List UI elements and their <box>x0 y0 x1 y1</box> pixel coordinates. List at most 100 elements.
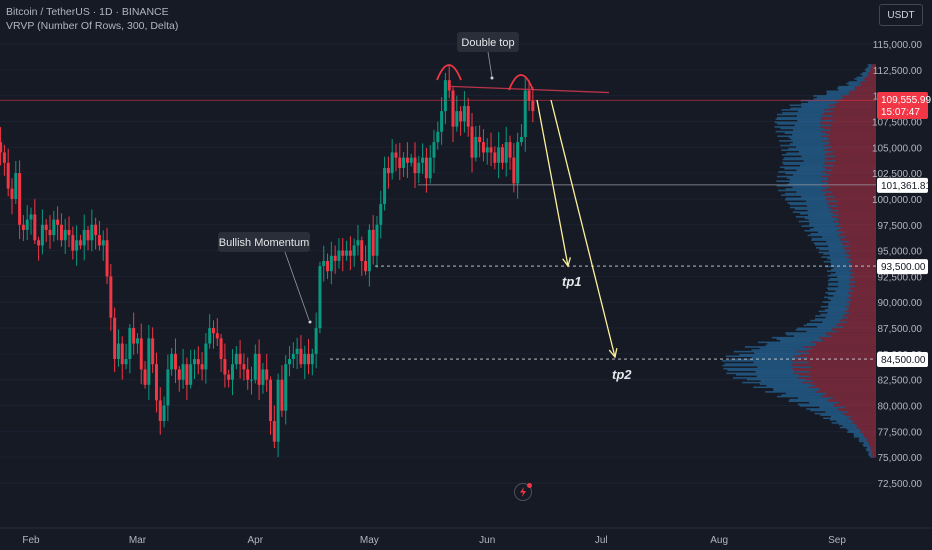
volume-profile-bar <box>809 352 876 354</box>
volume-profile-bar <box>833 397 876 399</box>
candle-body <box>459 111 463 122</box>
time-axis[interactable]: Feb Mar Apr May Jun Jul Aug Sep <box>0 527 932 546</box>
support-price-tag[interactable]: 101,361.81 <box>877 177 931 193</box>
price-tick-label: 80,000.00 <box>878 402 923 413</box>
volume-profile-bar <box>849 293 876 296</box>
volume-profile-bar <box>862 75 869 77</box>
bullish-momentum-label[interactable]: Bullish Momentum <box>218 232 310 252</box>
top-arc-left[interactable] <box>436 64 462 81</box>
volume-profile-bar <box>785 332 827 334</box>
volume-profile-bar <box>853 432 864 435</box>
volume-profile-bar <box>827 279 850 282</box>
volume-profile-bar <box>781 149 824 151</box>
volume-profile-bar <box>824 161 876 164</box>
drawings-layer[interactable]: Double top Bullish Momentum tp1 tp2 <box>0 32 876 382</box>
current-price-tag-text: 109,555.99 <box>881 95 931 106</box>
volume-profile-bar <box>793 174 831 176</box>
volume-profile-bar <box>735 374 799 376</box>
volume-profile-bar <box>826 197 876 200</box>
top-arc-right[interactable] <box>508 74 534 91</box>
tp1-price-tag[interactable]: 93,500.00 <box>877 259 928 275</box>
time-tick-label: May <box>360 535 379 546</box>
volume-profile-bar <box>791 138 830 141</box>
volume-profile-bar <box>863 436 876 438</box>
volume-profile-bar <box>852 295 876 297</box>
volume-profile-bar <box>863 432 876 435</box>
volume-profile-bar <box>858 439 867 441</box>
candle-body <box>113 317 117 360</box>
volume-profile-bar <box>733 350 798 353</box>
volume-profile-bar <box>843 96 876 99</box>
tp1-arrow[interactable] <box>536 99 569 267</box>
tp1-label[interactable]: tp1 <box>562 274 582 289</box>
volume-profile-bar <box>782 158 825 161</box>
volume-profile-bar <box>865 79 876 82</box>
volume-profile-bar <box>785 188 827 190</box>
volume-profile-bar <box>776 180 822 182</box>
volume-profile-bar <box>860 429 876 432</box>
volume-profile-bar <box>778 171 823 173</box>
volume-profile-bar <box>832 115 876 117</box>
volume-profile-bar <box>820 130 876 133</box>
candle-body <box>21 224 25 230</box>
volume-profile-bar <box>824 112 876 114</box>
candle-body <box>261 369 265 385</box>
price-axis[interactable]: 115,000.00112,500.00110,000.00107,500.00… <box>872 40 932 490</box>
volume-profile-bar <box>830 415 852 418</box>
volume-profile-bar <box>806 408 838 410</box>
double-top-label[interactable]: Double top <box>457 32 519 52</box>
volume-profile-bar <box>848 429 861 432</box>
volume-profile-bar <box>841 226 876 229</box>
candle-body <box>413 157 417 174</box>
volume-profile-bar <box>756 375 811 378</box>
volume-profile-bar <box>825 198 876 201</box>
volume-profile-bar <box>850 250 876 252</box>
trendline[interactable] <box>449 85 610 94</box>
volume-profile-bar <box>844 248 876 251</box>
volume-profile-bar <box>827 312 850 314</box>
volume-profile-bar <box>854 420 876 423</box>
volume-profile-bar <box>807 101 839 103</box>
volume-profile-bar <box>791 364 876 367</box>
volume-profile-bar <box>841 95 876 97</box>
symbol-title[interactable]: Bitcoin / TetherUS · 1D · BINANCE <box>6 6 169 18</box>
volume-profile-bar <box>759 347 812 350</box>
volume-profile-bar <box>813 98 842 100</box>
currency-button[interactable]: USDT <box>879 4 923 26</box>
volume-profile-bar <box>843 326 876 328</box>
volume-profile-bar <box>849 274 876 277</box>
volume-profile-bar <box>826 287 849 289</box>
volume-profile-bar <box>848 291 876 294</box>
volume-profile-bar <box>813 95 842 97</box>
tp2-price-tag[interactable]: 84,500.00 <box>877 352 928 368</box>
candle-body <box>516 142 520 184</box>
volume-profile-bar <box>820 126 876 128</box>
volume-profile-bar <box>814 412 843 415</box>
volume-profile-bar <box>723 367 793 370</box>
volume-profile-bar <box>851 422 876 424</box>
volume-profile-bar <box>832 327 876 330</box>
indicator-title[interactable]: VRVP (Number Of Rows, 300, Delta) <box>6 20 179 32</box>
volume-profile-bar <box>839 228 876 231</box>
volume-profile-bar <box>835 290 854 292</box>
tp2-label[interactable]: tp2 <box>612 367 632 382</box>
volume-profile-bar <box>870 456 873 458</box>
price-tick-label: 90,000.00 <box>878 298 923 309</box>
candle-body <box>0 142 3 153</box>
volume-profile-bar <box>792 141 831 144</box>
volume-profile-bar <box>833 267 853 269</box>
candle-body <box>417 162 421 174</box>
volume-profile-bar <box>796 191 833 193</box>
candle-body <box>48 229 52 236</box>
volume-profile-bar <box>838 281 856 283</box>
candle-body <box>280 379 284 411</box>
volume-profile-bar <box>832 119 876 122</box>
tp2-arrow[interactable] <box>550 99 616 358</box>
volume-profile-bar <box>843 247 876 249</box>
flash-icon[interactable] <box>514 483 532 501</box>
candle-body <box>440 111 444 132</box>
volume-profile-bar <box>810 233 841 235</box>
candle-body <box>200 364 204 370</box>
